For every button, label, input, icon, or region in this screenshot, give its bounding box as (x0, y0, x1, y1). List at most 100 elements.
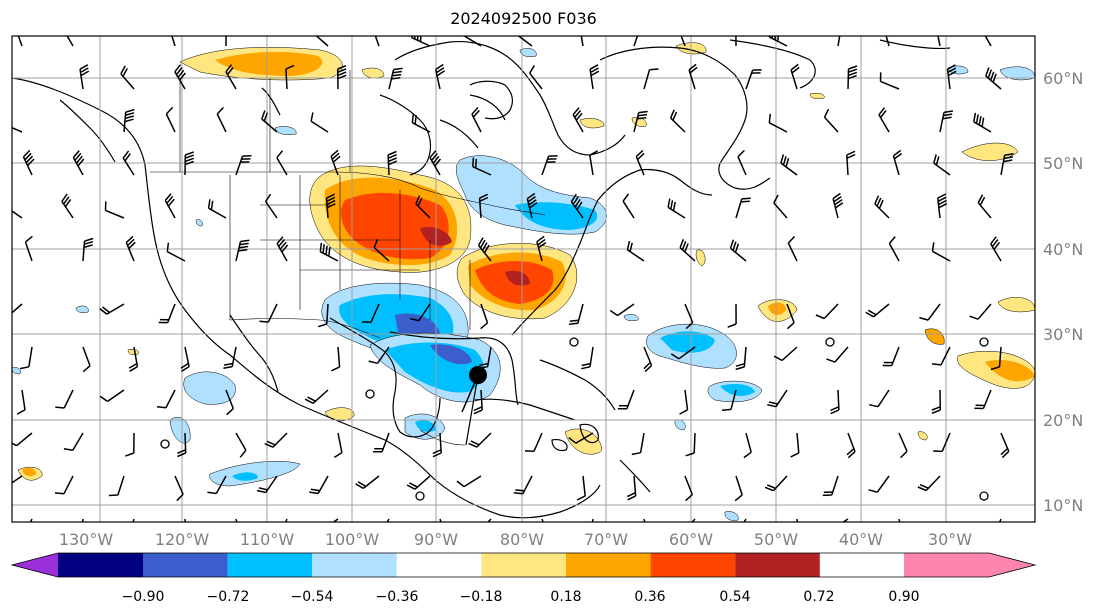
wind-barb (882, 346, 900, 367)
wind-barb (207, 475, 227, 495)
wind-barb (79, 64, 90, 90)
wind-barb (123, 108, 135, 133)
wind-barb (892, 149, 903, 176)
wind-barb (513, 475, 533, 495)
colorbar-tick-label: 0.90 (888, 589, 919, 605)
colorbar-segment (312, 553, 397, 577)
wind-barb (456, 475, 482, 488)
wind-barb (373, 238, 390, 262)
wind-barb (617, 389, 635, 410)
wind-barb (679, 389, 689, 415)
wind-barb (721, 389, 737, 412)
wind-barb (633, 110, 648, 133)
wind-barb (61, 193, 74, 219)
lat-label: 30°N (1043, 325, 1083, 344)
wind-barb (122, 150, 135, 176)
wind-barb (685, 432, 696, 457)
wind-barb (773, 346, 798, 362)
wind-barb (315, 36, 329, 47)
wind-barb (264, 432, 288, 448)
wind-barb (174, 475, 184, 502)
wind-barb (63, 432, 84, 451)
colorbar-tick-label: 0.36 (634, 589, 665, 605)
wind-barb (679, 239, 696, 262)
wind-barb (387, 150, 398, 176)
wind-barb (869, 389, 890, 408)
lon-label: 120°W (155, 530, 210, 549)
wind-barb (82, 346, 91, 373)
wind-barb (276, 150, 288, 176)
wind-barb (225, 64, 237, 90)
colorbar-extend-high (989, 553, 1035, 577)
wind-barb (125, 235, 136, 262)
wind-barb (309, 475, 329, 495)
colorbar-tick-label: 0.18 (550, 589, 581, 605)
wind-barb (276, 236, 289, 262)
wind-barb (12, 303, 23, 314)
wind-barb (815, 303, 839, 320)
wind-barb (589, 64, 600, 90)
wind-barb (865, 303, 890, 318)
wind-barb (517, 36, 533, 47)
colorbar-tick-label: −0.18 (460, 589, 503, 605)
wind-barb (432, 432, 442, 458)
wind-barb (990, 236, 1002, 262)
wind-barb (12, 126, 23, 133)
wind-barb (635, 149, 645, 176)
wind-barb (581, 346, 594, 370)
wind-barb (478, 193, 489, 219)
wind-barb (846, 432, 856, 459)
wind-barb (330, 149, 341, 176)
wind-barb (373, 432, 390, 453)
wind-barb (310, 112, 329, 133)
wind-barb (12, 432, 33, 447)
wind-barb (174, 64, 186, 90)
wind-barb (969, 303, 992, 320)
wind-barb (120, 65, 135, 90)
wind-barb (985, 67, 1002, 90)
map-panel (12, 36, 1035, 522)
lon-label: 40°W (839, 530, 883, 549)
wind-barb (933, 432, 951, 453)
wind-barbs (12, 36, 1014, 522)
wind-barb (477, 237, 492, 262)
wind-barb (1000, 432, 1010, 459)
wind-barb (919, 303, 941, 321)
coastlines (12, 39, 951, 519)
wind-barb (333, 432, 343, 459)
wind-barb (406, 475, 431, 490)
wind-barb (830, 389, 840, 415)
wind-barb (917, 475, 941, 492)
wind-barb (990, 346, 1002, 371)
wind-barb (207, 199, 227, 219)
wind-barb (177, 432, 187, 458)
wind-barb (832, 192, 844, 219)
wind-barb (332, 518, 339, 522)
wind-barb (54, 475, 74, 495)
colorbar-tick-label: −0.36 (376, 589, 419, 605)
wind-barb (786, 303, 795, 330)
wind-barb (16, 389, 26, 415)
map-gridlines (12, 36, 1035, 522)
wind-barb (787, 235, 798, 262)
wind-barb (868, 475, 890, 493)
wind-barb (767, 389, 788, 408)
wind-barb (225, 389, 234, 416)
wind-barb (463, 36, 482, 47)
lat-label: 60°N (1043, 69, 1083, 88)
wind-barb (24, 235, 33, 262)
wind-barb (764, 475, 788, 492)
wind-barb (526, 192, 538, 219)
wind-barb (158, 303, 176, 324)
wind-barb (165, 106, 176, 133)
wind-barb (529, 65, 543, 90)
wind-barb (164, 193, 176, 219)
wind-barb (415, 195, 431, 219)
wind-barb (261, 110, 278, 133)
wind-barb (622, 193, 635, 219)
wind-barb (12, 475, 23, 484)
wind-barb (974, 389, 992, 410)
wind-barb (643, 346, 653, 373)
wind-barb (727, 303, 737, 328)
